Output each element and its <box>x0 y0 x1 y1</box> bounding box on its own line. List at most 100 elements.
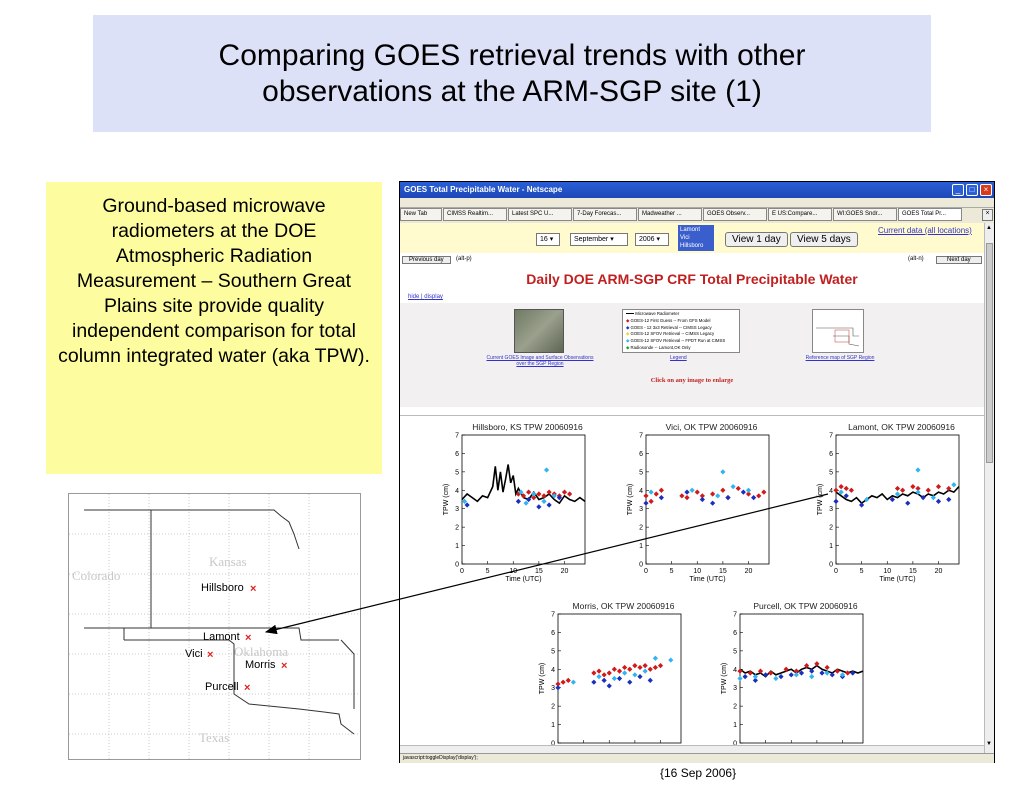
y-tick-label: 5 <box>639 469 643 476</box>
plot-title: Vici, OK TPW 20060916 <box>666 422 758 432</box>
tpw-plot[interactable]: Hillsboro, KS TPW 2006091601234567051015… <box>440 421 610 591</box>
view-1-day-button[interactable]: View 1 day <box>725 232 788 247</box>
tpw-plot-svg: Morris, OK TPW 200609160123456705101520T… <box>539 601 682 745</box>
reference-map-link[interactable]: Reference map of SGP Region <box>805 355 875 361</box>
x-tick-label: 5 <box>670 568 674 575</box>
page-heading: Daily DOE ARM-SGP CRF Total Precipitable… <box>526 271 858 287</box>
divider <box>400 415 984 416</box>
scroll-up-icon[interactable]: ▲ <box>986 225 992 231</box>
site-map: Kansas Colorado Oklahoma Texas Hillsboro… <box>68 493 361 760</box>
browser-tab[interactable]: GOES Total Pr... <box>898 208 962 221</box>
site-option-vici[interactable]: Vici <box>680 235 690 241</box>
first-guess-point <box>833 487 839 493</box>
horizontal-scrollbar[interactable] <box>400 745 984 753</box>
site-option-lamont[interactable]: Lamont <box>680 227 701 233</box>
site-marker-lamont: × <box>245 632 251 644</box>
browser-tab[interactable]: E US:Compare... <box>768 208 832 221</box>
x-tick-label: 15 <box>719 568 727 575</box>
y-tick-label: 5 <box>829 469 833 476</box>
view-5-days-button[interactable]: View 5 days <box>790 232 858 247</box>
fpdt-retrieval-point <box>773 675 779 682</box>
tpw-plot[interactable]: Vici, OK TPW 20060916 0 1 2 3 4 5 6 7 0 5 10 15 20 Tim… <box>624 421 794 591</box>
y-axis-label: TPW (cm) <box>443 484 450 516</box>
browser-tab[interactable]: New Tab <box>400 208 442 221</box>
first-guess-point <box>843 485 849 492</box>
minimize-icon[interactable]: _ <box>952 184 964 196</box>
day-select[interactable]: 16 ▾ <box>536 233 560 246</box>
close-tab-icon[interactable]: × <box>982 209 993 221</box>
y-tick-label: 7 <box>455 433 459 440</box>
tpw-plot[interactable]: Purcell, OK TPW 200609160123456705101520… <box>718 600 888 745</box>
reference-map-thumbnail[interactable] <box>812 309 864 353</box>
tpw-plot[interactable]: Lamont, OK TPW 20060916 0 1 2 3 4 5 6 7 0 5 10 15 20 T… <box>814 421 984 591</box>
year-select[interactable]: 2006 ▾ <box>635 233 669 246</box>
x-tick-label: 10 <box>883 568 891 575</box>
legend-link[interactable]: Legend <box>670 355 687 361</box>
site-marker-vici: × <box>207 649 213 661</box>
y-tick-label: 0 <box>829 562 833 569</box>
y-tick-label: 1 <box>639 543 643 550</box>
browser-tab[interactable]: GOES Observ... <box>703 208 767 221</box>
x-tick-label: 5 <box>860 568 864 575</box>
y-axis-label: TPW (cm) <box>817 484 824 516</box>
browser-tab[interactable]: Madweather ... <box>638 208 702 221</box>
next-shortcut: (alt-n) <box>908 256 924 262</box>
browser-tab[interactable]: CIMSS Realtim... <box>443 208 507 221</box>
site-label-hillsboro: Hillsboro <box>201 582 244 594</box>
y-tick-label: 2 <box>829 525 833 532</box>
tpw-plot[interactable]: Morris, OK TPW 200609160123456705101520T… <box>536 600 706 745</box>
site-option-hillsboro[interactable]: Hillsboro <box>680 243 704 249</box>
fpdt-retrieval-point <box>737 675 743 682</box>
hide-link[interactable]: hide <box>408 294 420 300</box>
close-icon[interactable]: × <box>980 184 992 196</box>
first-guess-point <box>541 493 547 499</box>
site-marker-morris: × <box>281 660 287 672</box>
first-guess-point <box>567 491 573 497</box>
y-tick-label: 6 <box>829 451 833 458</box>
browser-tab[interactable]: Latest SPC U... <box>508 208 572 221</box>
y-tick-label: 6 <box>639 451 643 458</box>
day-value: 16 <box>540 236 548 243</box>
first-guess-point <box>720 487 726 493</box>
legend-label: GOES - 12 3x3 Retrieval -- CIMSS Legacy <box>630 324 712 330</box>
plot-frame <box>557 613 682 744</box>
first-guess-point <box>637 664 643 671</box>
legacy-retrieval-point <box>616 675 623 682</box>
legend-label: GOES-12 First Guess -- From GFS Model <box>630 317 711 323</box>
legacy-retrieval-point <box>555 685 561 691</box>
next-day-button[interactable]: Next day <box>936 256 982 264</box>
previous-day-button[interactable]: Previous day <box>402 256 451 264</box>
fpdt-retrieval-point <box>793 672 799 678</box>
first-guess-point <box>611 666 617 672</box>
first-guess-point <box>710 491 716 497</box>
info-panel: Current GOES Image and Surface Observati… <box>400 303 984 407</box>
scroll-down-icon[interactable]: ▼ <box>986 741 992 747</box>
y-tick-label: 6 <box>551 630 555 637</box>
y-tick-label: 2 <box>733 704 737 711</box>
vertical-scrollbar[interactable]: ▲ ▼ <box>984 223 994 753</box>
fpdt-retrieval-point <box>715 493 721 499</box>
browser-tab[interactable]: WI:GOES Sndr... <box>833 208 897 221</box>
first-guess-point <box>768 670 774 676</box>
red-diamond-icon: ◆ <box>626 317 630 323</box>
site-listbox[interactable]: Lamont Vici Hillsboro <box>678 225 714 251</box>
y-tick-label: 7 <box>551 612 555 619</box>
radiometer-line <box>835 486 960 505</box>
goes-thumbnail-link[interactable]: Current GOES Image and Surface Observati… <box>486 355 594 367</box>
browser-tab[interactable]: 7-Day Forecas... <box>573 208 637 221</box>
site-label-purcell: Purcell <box>205 681 239 693</box>
blue-diamond-icon: ◆ <box>626 324 630 330</box>
scroll-thumb[interactable] <box>986 243 993 463</box>
current-data-link[interactable]: Current data (all locations) <box>878 226 972 235</box>
mini-map-svg <box>816 327 860 347</box>
month-select[interactable]: September ▾ <box>570 233 628 246</box>
display-link[interactable]: display <box>424 294 443 300</box>
fpdt-retrieval-point <box>839 672 846 678</box>
y-tick-label: 1 <box>733 722 737 729</box>
first-guess-point <box>699 493 705 499</box>
goes-thumbnail[interactable] <box>514 309 564 353</box>
maximize-icon[interactable]: □ <box>966 184 978 196</box>
plot-title: Hillsboro, KS TPW 20060916 <box>472 422 583 432</box>
legend-item-first-guess: ◆ GOES-12 First Guess -- From GFS Model <box>626 318 736 325</box>
y-tick-label: 7 <box>639 433 643 440</box>
